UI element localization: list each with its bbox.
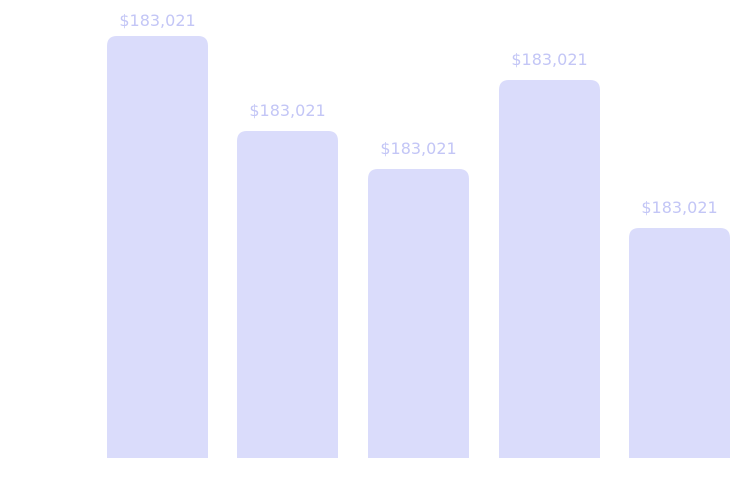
bar-label: $183,021 [380,139,456,158]
bar-label: $183,021 [641,198,717,217]
bar-label: $183,021 [249,101,325,120]
bar [499,80,600,458]
bar [237,131,338,458]
bar [629,228,730,458]
bar [107,36,208,458]
bar-label: $183,021 [511,50,587,69]
bar-label: $183,021 [119,11,195,30]
bar [368,169,469,458]
